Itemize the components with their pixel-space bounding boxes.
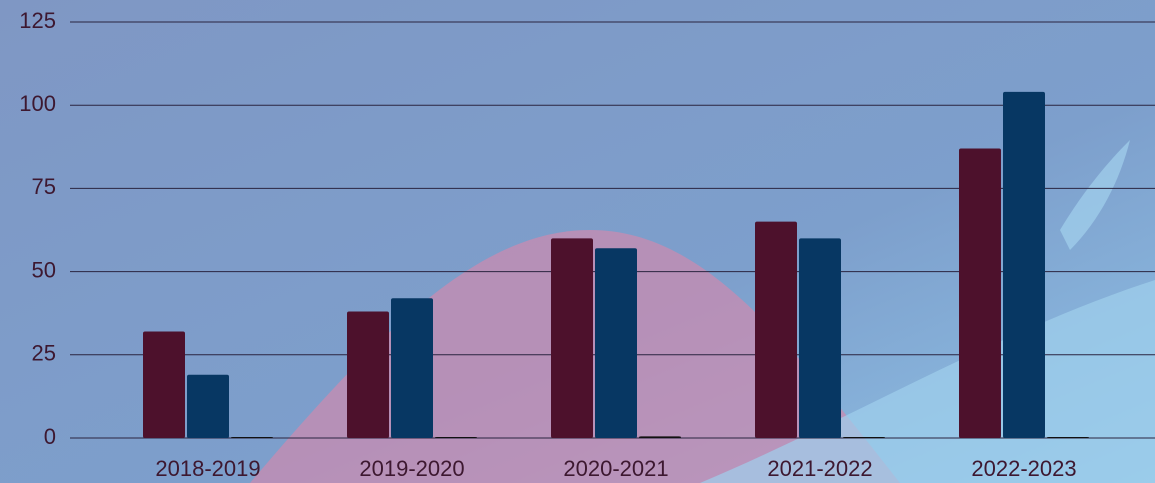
bar <box>1003 91 1045 438</box>
bar <box>959 148 1001 439</box>
bar <box>391 298 433 438</box>
x-tick-label: 2020-2021 <box>563 456 668 481</box>
bar <box>551 238 593 438</box>
y-tick-label: 100 <box>19 91 56 116</box>
x-tick-label: 2022-2023 <box>971 456 1076 481</box>
bar <box>1047 437 1089 438</box>
bar <box>755 221 797 438</box>
x-tick-label: 2021-2022 <box>767 456 872 481</box>
y-tick-label: 0 <box>44 424 56 449</box>
bar <box>347 311 389 438</box>
bar <box>799 238 841 438</box>
bar <box>231 437 273 438</box>
bar <box>843 437 885 438</box>
bar <box>187 374 229 438</box>
bar <box>639 436 681 438</box>
y-tick-label: 25 <box>32 341 56 366</box>
y-tick-label: 125 <box>19 8 56 33</box>
x-tick-label: 2019-2020 <box>359 456 464 481</box>
y-tick-label: 75 <box>32 174 56 199</box>
bar <box>595 248 637 438</box>
bar <box>435 437 477 438</box>
x-tick-label: 2018-2019 <box>155 456 260 481</box>
bar <box>143 331 185 438</box>
background-shape <box>1060 140 1130 250</box>
y-tick-label: 50 <box>32 257 56 282</box>
